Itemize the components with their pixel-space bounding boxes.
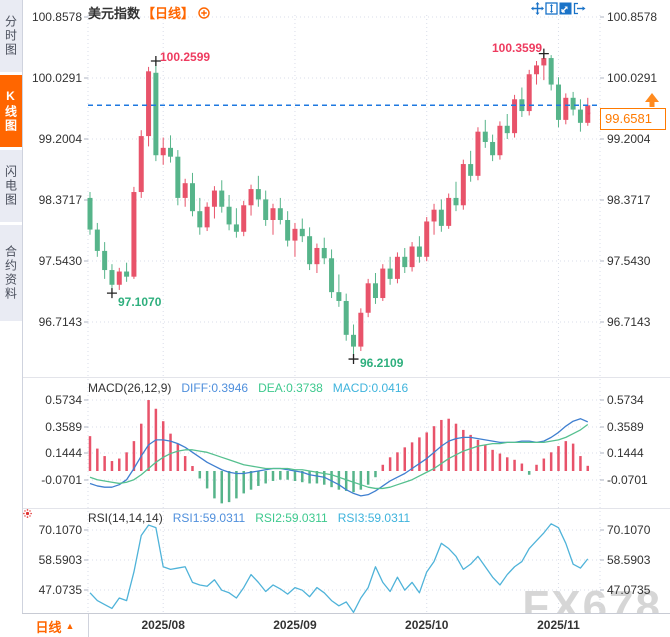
macd-header: MACD(26,12,9) DIFF:0.3946 DEA:0.3738 MAC…: [88, 381, 408, 395]
rsi-y-label-left: 70.1070: [38, 523, 82, 537]
direction-down-arrow: ↓: [585, 101, 592, 117]
rsi-y-label-left: 58.5903: [38, 553, 82, 567]
price-y-label-right: 97.5430: [607, 254, 651, 268]
macd-y-label-left: -0.0701: [41, 473, 82, 487]
date-label: 2025/11: [537, 618, 580, 632]
panel-separator-macd: [22, 377, 670, 378]
low-price-marker: 97.1070: [118, 295, 162, 309]
sidebar-tab-time-chart[interactable]: 分时图: [0, 0, 22, 72]
rsi-y-label-right: 58.5903: [607, 553, 651, 567]
sidebar: 分时图 K线图 闪电图 合约资料: [0, 0, 23, 637]
instrument-title: 美元指数: [88, 6, 141, 21]
macd-name-label[interactable]: MACD(26,12,9): [88, 381, 172, 395]
rsi-name-label[interactable]: RSI(14,14,14): [88, 511, 163, 525]
indicator-settings-icon[interactable]: [23, 509, 32, 518]
panel-separator-rsi: [22, 508, 670, 509]
fit-y-axis-icon[interactable]: [545, 2, 558, 15]
macd-y-label-right: 0.5734: [607, 393, 644, 407]
macd-diff-value: DIFF:0.3946: [181, 381, 249, 395]
rsi-y-label-left: 47.0735: [38, 583, 82, 597]
low-price-marker: 96.2109: [360, 356, 404, 370]
rsi3-value: RSI3:59.0311: [337, 511, 411, 525]
period-selector-arrow: ▲: [65, 621, 75, 631]
date-axis-bar: 日线 ▲: [22, 613, 670, 637]
chart-toolbar: [531, 2, 586, 15]
macd-y-label-left: 0.5734: [45, 393, 82, 407]
price-y-label-right: 98.3717: [607, 193, 651, 207]
macd-dea-value: DEA:0.3738: [258, 381, 323, 395]
date-label: 2025/09: [273, 618, 317, 632]
sidebar-tab-kline-chart[interactable]: K线图: [0, 75, 22, 147]
date-label: 2025/08: [141, 618, 185, 632]
macd-y-label-left: 0.3589: [45, 420, 82, 434]
high-price-marker: 100.3599: [492, 41, 543, 55]
macd-y-label-right: 0.3589: [607, 420, 644, 434]
rsi1-value: RSI1:59.0311: [172, 511, 246, 525]
macd-value: MACD:0.0416: [332, 381, 409, 395]
rsi-y-label-right: 70.1070: [607, 523, 651, 537]
high-price-marker: 100.2599: [160, 50, 211, 64]
price-y-label-right: 100.8578: [607, 10, 658, 24]
rsi2-value: RSI2:59.0311: [255, 511, 328, 525]
period-selector-label: 日线: [35, 619, 62, 635]
price-y-label-left: 98.3717: [38, 193, 82, 207]
sidebar-tab-lightning-chart[interactable]: 闪电图: [0, 150, 22, 222]
current-price-tag: 99.6581: [600, 108, 666, 130]
macd-y-label-right: 0.1444: [607, 446, 644, 460]
price-y-label-right: 96.7143: [607, 315, 651, 329]
period-tag: 【日线】: [142, 6, 195, 21]
add-indicator-icon[interactable]: [198, 6, 210, 19]
price-y-label-left: 99.2004: [38, 132, 82, 146]
macd-y-label-right: -0.0701: [607, 473, 648, 487]
rsi-header: RSI(14,14,14) RSI1:59.0311 RSI2:59.0311 …: [88, 511, 410, 525]
price-y-label-left: 100.8578: [31, 10, 82, 24]
rsi-y-label-right: 47.0735: [607, 583, 651, 597]
price-y-label-left: 100.0291: [31, 71, 82, 85]
pan-move-icon[interactable]: [531, 2, 544, 15]
chart-title-row: 美元指数 【日线】: [88, 3, 210, 22]
exit-fullscreen-icon[interactable]: [573, 2, 586, 15]
macd-y-label-left: 0.1444: [45, 446, 82, 460]
price-y-label-right: 99.2004: [607, 132, 651, 146]
price-y-label-left: 96.7143: [38, 315, 82, 329]
price-y-label-left: 97.5430: [38, 254, 82, 268]
auto-scale-icon[interactable]: [559, 2, 572, 15]
period-selector[interactable]: 日线 ▲: [22, 614, 89, 637]
sidebar-tab-contract-info[interactable]: 合约资料: [0, 225, 22, 321]
date-label: 2025/10: [405, 618, 449, 632]
price-y-label-right: 100.0291: [607, 71, 658, 85]
